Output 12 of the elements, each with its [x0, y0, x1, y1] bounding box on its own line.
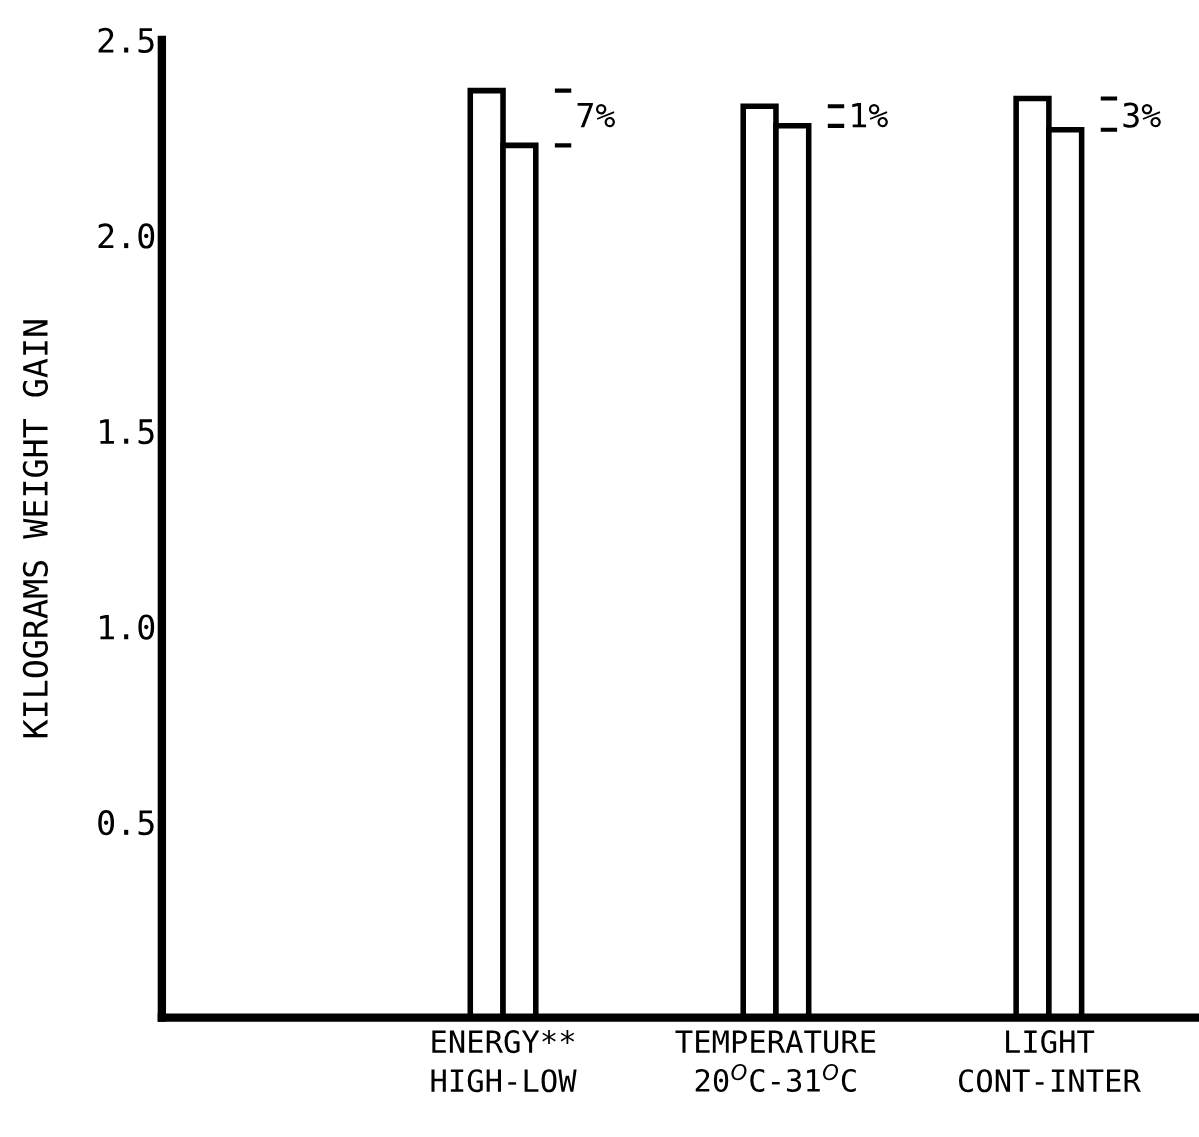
y-tick-label: 1.5: [100, 419, 154, 445]
annotation: 1%: [852, 103, 888, 128]
y-tick-label: 0.5: [98, 810, 154, 836]
annotation: 7%: [577, 103, 615, 128]
annotation: 3%: [1123, 102, 1161, 128]
x-tick-label: LIGHT CONT-INTER: [958, 1030, 1141, 1093]
y-axis-title: KILOGRAMS WEIGHT GAIN: [22, 320, 48, 738]
y-tick-label: 2.5: [98, 27, 154, 54]
y-tick-label: 1.0: [100, 614, 155, 640]
x-tick-label: TEMPERATURE 20$^{O}$C-31$^{O}$C: [675, 1030, 876, 1093]
y-tick-label: 2.0: [98, 223, 155, 249]
x-tick-label: ENERGY** HIGH-LOW: [431, 1030, 577, 1093]
